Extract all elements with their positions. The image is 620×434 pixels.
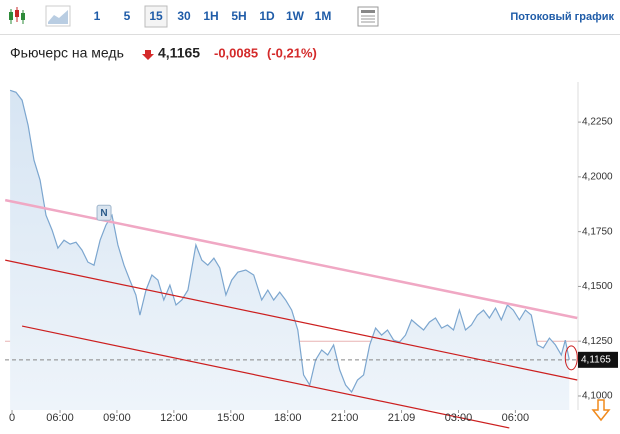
instrument-name: Фьючерс на медь: [10, 45, 124, 61]
x-tick-label: 18:00: [274, 412, 302, 424]
y-tick-label: 4,1500: [582, 281, 613, 292]
trend-line: [5, 259, 578, 381]
x-tick-label: 12:00: [160, 412, 188, 424]
timeframe-button[interactable]: 1: [94, 9, 101, 23]
timeframe-button[interactable]: 15: [149, 9, 163, 23]
scroll-arrow[interactable]: [591, 399, 611, 422]
table-icon[interactable]: [357, 6, 379, 27]
last-price: 4,1165: [158, 45, 200, 61]
y-tick-label: 4,1250: [582, 336, 613, 347]
price-badge-label: 4,1165: [581, 354, 611, 365]
x-tick-label: 03:00: [445, 412, 473, 424]
timeframe-button[interactable]: 1H: [203, 9, 218, 23]
trend-line: [21, 325, 510, 429]
x-tick-label: 21.09: [388, 412, 416, 424]
active-timeframe-box: [144, 5, 168, 28]
timeframe-button[interactable]: 30: [177, 9, 191, 23]
price-change-pct: (-0,21%): [267, 45, 317, 60]
last-point-highlight: [564, 345, 578, 371]
price-badge: [578, 351, 618, 368]
area-icon[interactable]: [45, 5, 71, 27]
candle-icon[interactable]: [9, 7, 25, 24]
down-arrow: [142, 50, 154, 60]
area-fill: [10, 90, 570, 411]
y-tick-label: 4,1750: [582, 226, 613, 237]
x-tick-label: 15:00: [217, 412, 245, 424]
price-line: [9, 89, 570, 394]
price-change: -0,0085: [214, 45, 258, 60]
x-tick-label: 21:00: [331, 412, 359, 424]
annotation-label: N: [100, 208, 107, 219]
timeframe-button[interactable]: 1W: [286, 9, 305, 23]
timeframe-button[interactable]: 1D: [259, 9, 275, 23]
x-tick-label: 09:00: [103, 412, 131, 424]
x-tick-label: 06:00: [502, 412, 530, 424]
timeframe-button[interactable]: 1M: [315, 9, 332, 23]
y-tick-label: 4,1000: [582, 391, 613, 402]
x-tick-label: 06:00: [46, 412, 74, 424]
timeframe-button[interactable]: 5H: [231, 9, 246, 23]
x-tick-label: 0: [9, 412, 15, 424]
stream-link[interactable]: Потоковый график: [510, 11, 614, 23]
annotation-box: [96, 204, 112, 221]
y-tick-label: 4,2250: [582, 117, 613, 128]
timeframe-button[interactable]: 5: [124, 9, 131, 23]
y-tick-label: 4,2000: [582, 172, 613, 183]
